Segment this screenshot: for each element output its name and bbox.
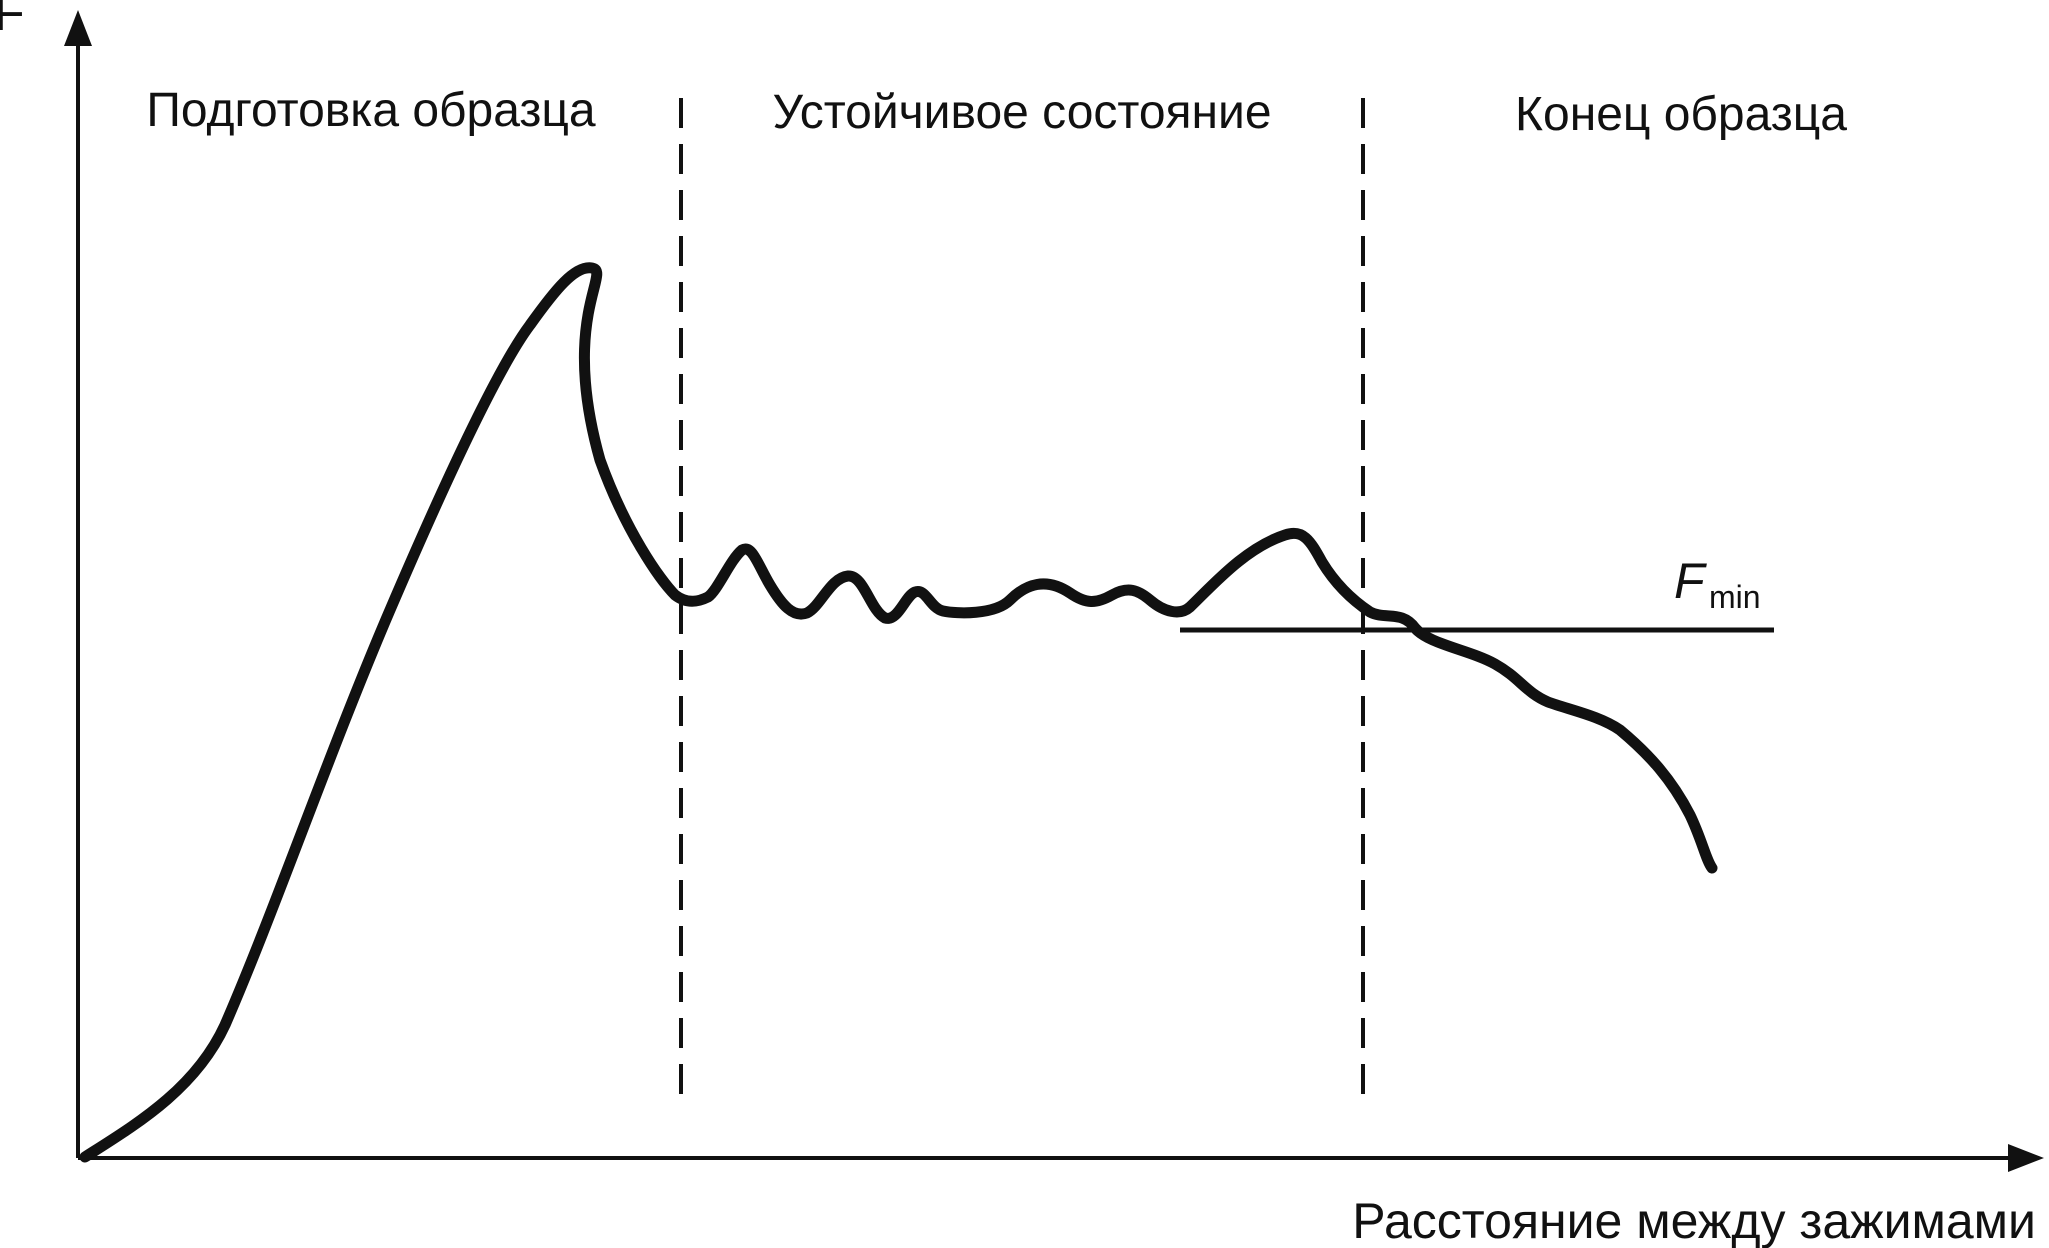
fmin-label: F min	[1674, 553, 1761, 615]
x-axis-arrowhead	[2008, 1144, 2044, 1172]
fmin-symbol: F	[1674, 553, 1707, 609]
x-axis-label: Расстояние между зажимами	[1352, 1193, 2036, 1248]
force-curve	[79, 262, 1718, 1163]
y-axis-arrowhead	[64, 10, 92, 46]
zone-label-steady-state: Устойчивое состояние	[772, 86, 1271, 139]
y-axis-label: F	[0, 0, 25, 41]
fmin-subscript: min	[1709, 579, 1761, 615]
zone-label-sample-end: Конец образца	[1515, 88, 1847, 141]
zone-label-preparation: Подготовка образца	[146, 84, 596, 137]
